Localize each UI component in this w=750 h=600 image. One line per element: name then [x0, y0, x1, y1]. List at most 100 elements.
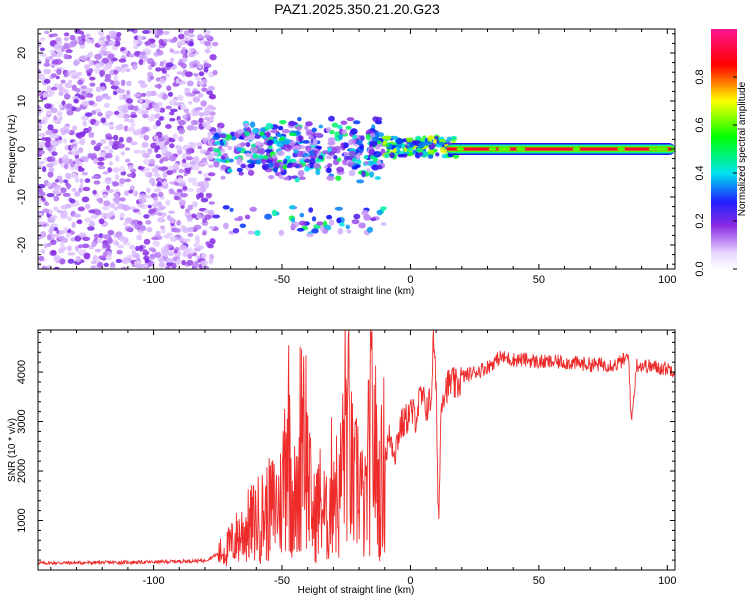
spectrogram-cell — [164, 73, 171, 78]
spectrogram-cell — [276, 140, 285, 148]
spectrogram-cell — [124, 94, 131, 99]
spectrogram-cell — [278, 229, 284, 236]
spectrogram-cell — [66, 231, 72, 238]
spectrogram-cell — [196, 193, 201, 200]
spectrogram-cell — [88, 100, 95, 106]
spectrogram-cell — [119, 212, 125, 218]
spectrogram-cell — [160, 248, 169, 254]
spectrogram-cell — [105, 110, 114, 117]
spectrogram-cell — [219, 133, 227, 138]
spectrogram-cell — [298, 220, 307, 226]
snr-x-ticks: -100 -50 0 50 100 — [50, 330, 676, 587]
spectrogram-cell — [106, 34, 111, 41]
spectrogram-cell — [131, 250, 137, 256]
spectrogram-cell — [237, 215, 244, 221]
x-tick-label: -100 — [143, 575, 165, 587]
spectrogram-cell — [76, 219, 83, 224]
spectrogram-cell — [348, 150, 356, 157]
spectrogram-cell — [92, 255, 98, 262]
spectrogram-x-ticks: -100 -50 0 50 100 — [50, 29, 676, 286]
spectrogram-cell — [70, 172, 77, 178]
spectrogram-cell — [178, 136, 184, 142]
spectrogram-cell — [133, 149, 142, 154]
spectrogram-cell — [327, 163, 333, 168]
spectrogram-cell — [88, 209, 97, 214]
spectrogram-cell — [138, 197, 147, 204]
spectrogram-cell — [655, 147, 664, 151]
spectrogram-cell — [87, 126, 92, 132]
spectrogram-cell — [265, 131, 270, 137]
spectrogram-cell — [38, 255, 45, 262]
spectrogram-cell — [67, 252, 76, 256]
spectrogram-cell — [311, 228, 319, 234]
spectrogram-cell — [55, 75, 60, 80]
spectrogram-cell — [128, 164, 134, 171]
spectrogram-cell — [201, 87, 208, 92]
spectrogram-cell — [47, 234, 52, 241]
spectrogram-cell — [163, 134, 169, 141]
y-tick-label: 4000 — [16, 360, 28, 384]
spectrogram-cell — [304, 158, 311, 163]
spectrogram-cell — [306, 233, 314, 238]
spectrogram-cell — [187, 247, 193, 254]
spectrogram-cell — [337, 228, 344, 235]
spectrogram-cell — [90, 260, 97, 265]
spectrogram-cell — [158, 205, 166, 210]
spectrogram-cell — [311, 216, 317, 222]
spectrogram-cell — [245, 141, 251, 148]
spectrogram-cell — [99, 152, 106, 158]
spectrogram-cell — [127, 126, 135, 132]
spectrogram-cell — [130, 114, 138, 118]
spectrogram-cell — [150, 113, 155, 120]
snr-y-label: SNR (10 * v/v) — [7, 418, 18, 482]
spectrogram-cell — [93, 180, 101, 185]
spectrogram-cell — [94, 122, 99, 127]
spectrogram-cell — [196, 81, 204, 86]
spectrogram-cell — [326, 214, 333, 220]
spectrogram-cell — [186, 124, 195, 131]
spectrogram-cell — [169, 117, 176, 122]
spectrogram-cell — [180, 192, 189, 198]
spectrogram-cell — [187, 204, 193, 211]
spectrogram-cell — [252, 127, 260, 134]
colorbar-tick-label: 0.2 — [694, 213, 706, 228]
spectrogram-cell — [165, 265, 171, 269]
spectrogram-cell — [203, 66, 209, 73]
spectrogram-cell — [70, 162, 75, 168]
spectrogram-cell — [336, 166, 344, 173]
spectrogram-cell — [79, 95, 85, 100]
spectrogram-cell — [141, 142, 149, 148]
spectrogram-cell — [94, 60, 100, 64]
snr-x-label: Height of straight line (km) — [298, 585, 415, 596]
spectrogram-cell — [314, 158, 323, 163]
spectrogram-cell — [134, 223, 141, 230]
y-tick-label: -10 — [16, 189, 28, 205]
spectrogram-cell — [115, 155, 120, 162]
spectrogram-cell — [107, 189, 114, 193]
spectrogram-cell — [65, 49, 73, 54]
spectrogram-cell — [196, 33, 204, 40]
spectrogram-cell — [104, 102, 110, 109]
spectrogram-cell — [124, 190, 130, 197]
spectrogram-cell — [38, 199, 43, 204]
spectrogram-cell — [120, 266, 128, 269]
spectrogram-cell — [172, 133, 179, 140]
spectrogram-cell — [173, 162, 179, 170]
spectrogram-cell — [74, 176, 79, 183]
spectrogram-cell — [134, 263, 143, 269]
spectrogram-cell — [188, 41, 194, 47]
spectrogram-cell — [94, 63, 103, 69]
spectrogram-cell — [299, 158, 306, 164]
spectrogram-cell — [43, 116, 50, 120]
spectrogram-cell — [314, 132, 323, 138]
spectrogram-cell — [488, 147, 497, 151]
spectrogram-cell — [110, 80, 115, 86]
spectrogram-cell — [90, 214, 99, 219]
spectrogram-cell — [40, 231, 47, 238]
spectrogram-cell — [92, 189, 97, 195]
spectrogram-cell — [66, 110, 74, 116]
spectrogram-cell — [57, 209, 61, 214]
spectrogram-cell — [45, 129, 53, 135]
spectrogram-cell — [149, 39, 156, 43]
spectrogram-cell — [217, 122, 225, 129]
